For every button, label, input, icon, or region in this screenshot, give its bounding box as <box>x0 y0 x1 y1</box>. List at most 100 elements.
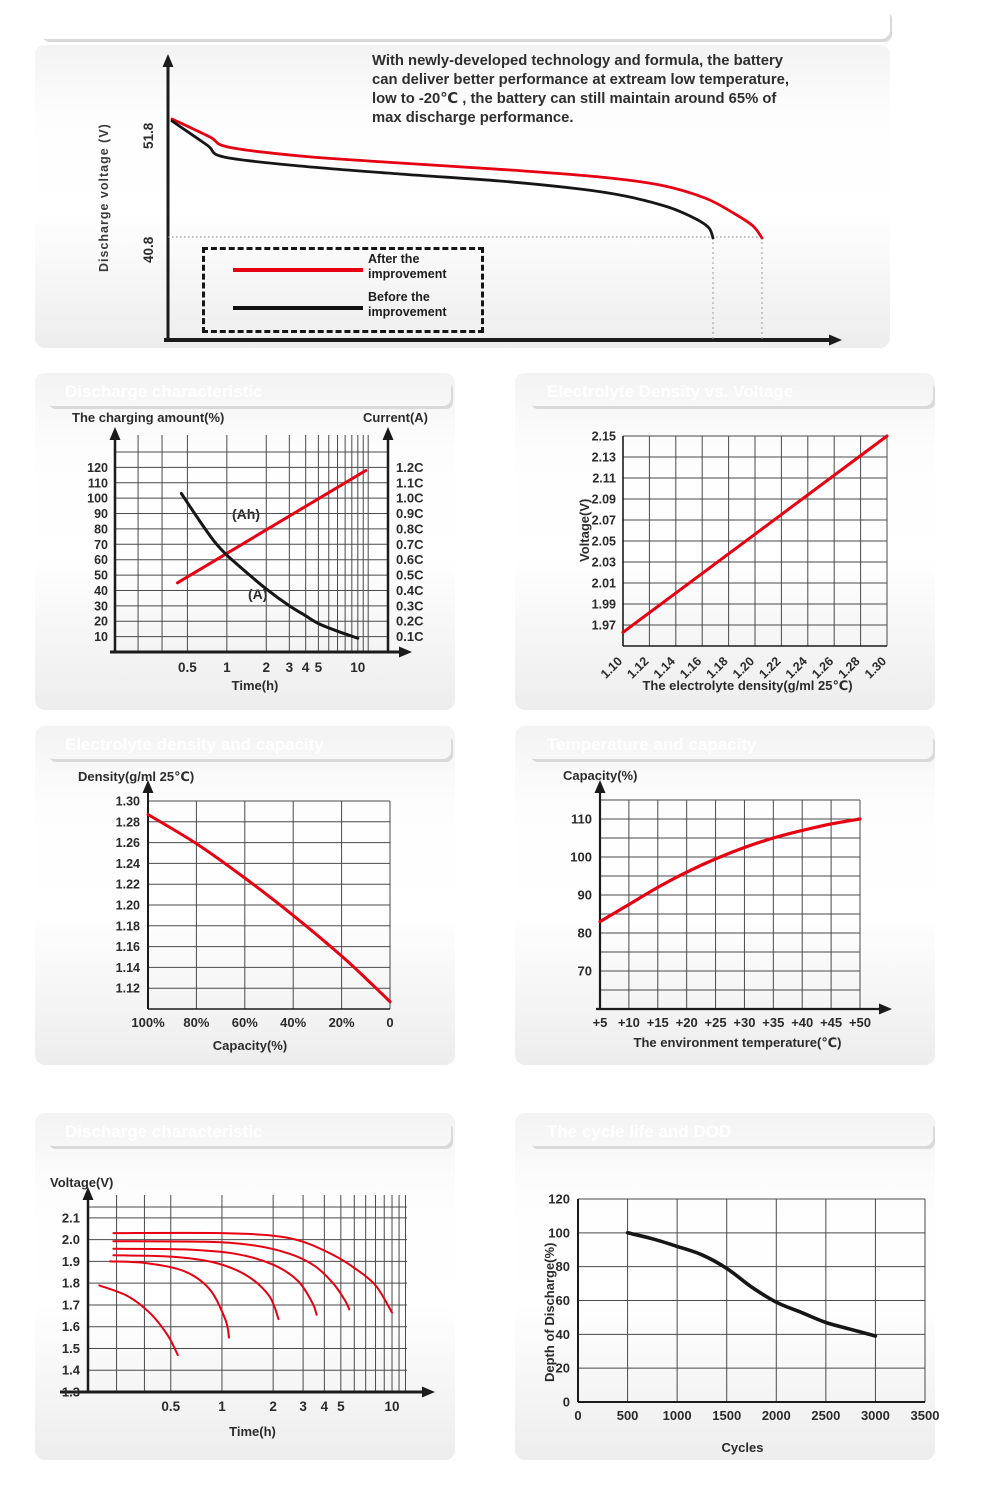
svg-text:60: 60 <box>94 553 108 567</box>
svg-text:1.30: 1.30 <box>116 795 140 809</box>
svg-text:1.97: 1.97 <box>592 619 616 633</box>
svg-text:90: 90 <box>578 888 592 903</box>
svg-text:1.20: 1.20 <box>730 654 757 681</box>
svg-text:10: 10 <box>94 630 108 644</box>
density-voltage-chart: 1.10 1.12 1.14 1.16 1.18 1.20 1.22 1.24 1.26 1.28… <box>592 430 889 682</box>
svg-text:10: 10 <box>350 660 365 675</box>
svg-text:4: 4 <box>302 660 310 675</box>
svg-text:2.13: 2.13 <box>592 451 616 465</box>
svg-text:0.7C: 0.7C <box>396 537 424 552</box>
svg-text:20: 20 <box>556 1361 570 1376</box>
svg-text:+50: +50 <box>849 1015 871 1030</box>
svg-text:1.24: 1.24 <box>116 857 140 871</box>
svg-text:100: 100 <box>87 492 108 506</box>
svg-text:0.5C: 0.5C <box>396 568 424 583</box>
svg-text:2: 2 <box>263 660 271 675</box>
svg-text:2.11: 2.11 <box>592 472 616 486</box>
svg-text:1.22: 1.22 <box>116 878 140 892</box>
legend-label-after: After the improvement <box>368 252 447 281</box>
svg-text:3: 3 <box>286 660 294 675</box>
temp-capacity-x-axis-label: The environment temperature(℃) <box>633 1035 842 1050</box>
svg-text:3500: 3500 <box>911 1408 940 1423</box>
svg-text:60%: 60% <box>232 1015 258 1030</box>
legend-line-before <box>233 306 363 310</box>
svg-text:1.18: 1.18 <box>116 919 140 933</box>
intro-line: max discharge performance. <box>372 110 574 126</box>
svg-text:1.9: 1.9 <box>62 1254 80 1269</box>
svg-text:40%: 40% <box>280 1015 306 1030</box>
svg-text:1.14: 1.14 <box>651 654 678 681</box>
section-title-density-capacity: Electrolyte density and capacity <box>45 731 451 759</box>
temp-capacity-y-axis-label: Capacity(%) <box>563 768 638 783</box>
svg-text:2000: 2000 <box>762 1408 791 1423</box>
svg-text:+20: +20 <box>676 1015 698 1030</box>
svg-text:0.1C: 0.1C <box>396 629 424 644</box>
svg-text:1.20: 1.20 <box>116 899 140 913</box>
svg-text:50: 50 <box>94 569 108 583</box>
svg-text:2.15: 2.15 <box>592 430 616 444</box>
svg-text:1.12: 1.12 <box>116 982 140 996</box>
svg-text:+15: +15 <box>647 1015 669 1030</box>
svg-text:70: 70 <box>94 538 108 552</box>
svg-text:1.14: 1.14 <box>116 961 140 975</box>
svg-text:1: 1 <box>223 660 231 675</box>
svg-text:1.4: 1.4 <box>62 1363 81 1378</box>
svg-text:2.03: 2.03 <box>592 556 616 570</box>
svg-text:2500: 2500 <box>811 1408 840 1423</box>
discharge1-y-axis-label: The charging amount(%) <box>72 410 225 425</box>
section-title-lowtemp: Low temperature performance comparison (… <box>38 6 890 39</box>
svg-text:1.28: 1.28 <box>116 815 140 829</box>
svg-text:110: 110 <box>88 476 108 490</box>
svg-text:1.24: 1.24 <box>783 654 810 681</box>
svg-text:+45: +45 <box>820 1015 842 1030</box>
discharge1-x-axis-label: Time(h) <box>231 678 279 693</box>
svg-text:0.5: 0.5 <box>178 660 197 675</box>
density-capacity-x-axis-label: Capacity(%) <box>212 1038 288 1053</box>
section-title-discharge1: Discharge characteristic <box>45 378 451 406</box>
svg-text:500: 500 <box>617 1408 639 1423</box>
svg-text:2.1: 2.1 <box>62 1210 80 1225</box>
svg-text:0: 0 <box>574 1408 581 1423</box>
section-title-density-voltage: Electrolyte Density vs. Voltage <box>527 378 933 406</box>
svg-text:90: 90 <box>94 507 108 521</box>
svg-text:1.3: 1.3 <box>62 1385 80 1400</box>
svg-text:1.6: 1.6 <box>62 1319 80 1334</box>
svg-text:2: 2 <box>269 1399 277 1414</box>
svg-text:40: 40 <box>556 1327 570 1342</box>
section-title-cycle-dod: The cycle life and DOD <box>527 1118 933 1146</box>
svg-text:40: 40 <box>94 584 108 598</box>
svg-text:80%: 80% <box>183 1015 209 1030</box>
svg-text:+5: +5 <box>593 1015 608 1030</box>
svg-text:1500: 1500 <box>712 1408 741 1423</box>
legend-line-after <box>233 268 363 272</box>
svg-text:+25: +25 <box>705 1015 727 1030</box>
legend-label-before: Before the improvement <box>368 290 447 319</box>
svg-text:5: 5 <box>337 1399 345 1414</box>
svg-text:0.4C: 0.4C <box>396 583 424 598</box>
section-title-discharge2: Discharge characteristic <box>45 1118 451 1146</box>
intro-paragraph: With newly-developed technology and form… <box>372 52 882 128</box>
svg-text:1.2C: 1.2C <box>396 460 424 475</box>
svg-text:1: 1 <box>218 1399 226 1414</box>
svg-text:4: 4 <box>321 1399 329 1414</box>
svg-text:1.16: 1.16 <box>677 654 704 681</box>
discharge2-y-axis-label: Voltage(V) <box>50 1175 114 1190</box>
svg-text:3: 3 <box>299 1399 307 1414</box>
svg-text:+40: +40 <box>791 1015 813 1030</box>
svg-text:0: 0 <box>386 1015 393 1030</box>
svg-text:110: 110 <box>571 812 592 827</box>
svg-text:1.30: 1.30 <box>862 654 889 681</box>
svg-text:0.2C: 0.2C <box>396 614 424 629</box>
cycle-dod-chart: 0 500 1000 1500 2000 2500 3000 3500 0 20 40 60 80 100… <box>548 1192 940 1424</box>
svg-text:0.9C: 0.9C <box>396 506 424 521</box>
svg-text:+30: +30 <box>733 1015 755 1030</box>
intro-line: With newly-developed technology and form… <box>372 53 783 69</box>
svg-text:100: 100 <box>548 1225 570 1240</box>
svg-text:80: 80 <box>578 926 592 941</box>
svg-text:70: 70 <box>578 964 592 979</box>
intro-line: low to -20℃ , the battery can still main… <box>372 91 777 107</box>
svg-text:80: 80 <box>556 1259 570 1274</box>
svg-text:100: 100 <box>570 850 592 865</box>
svg-text:1.99: 1.99 <box>592 598 616 612</box>
svg-text:3000: 3000 <box>861 1408 890 1423</box>
